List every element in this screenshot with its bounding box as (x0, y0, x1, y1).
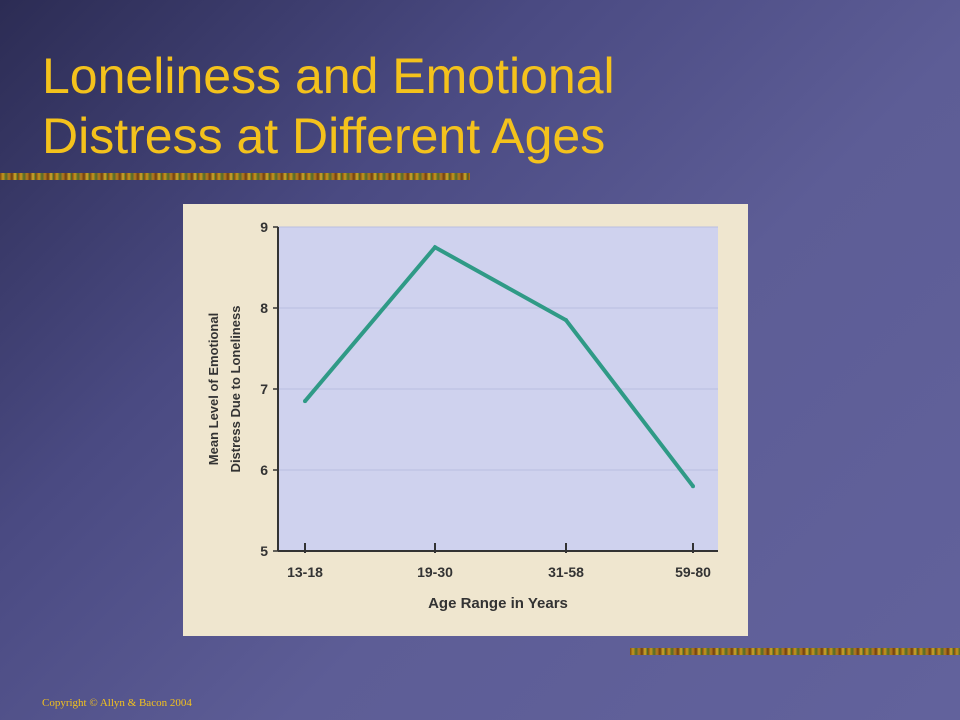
y-tick-label-5: 5 (260, 543, 268, 559)
y-tick-label-8: 8 (260, 300, 268, 316)
y-tick-label-6: 6 (260, 462, 268, 478)
data-point-59-80 (691, 484, 695, 489)
series-line (303, 244, 695, 488)
copyright-text: Copyright © Allyn & Bacon 2004 (42, 697, 192, 709)
y-axis-label-line-2: Distress Due to Loneliness (228, 306, 243, 473)
slide-title: Loneliness and Emotional Distress at Dif… (42, 46, 615, 166)
data-point-13-18 (303, 399, 307, 404)
y-axis-label-line-1: Mean Level of Emotional (206, 313, 221, 465)
chart-figure: 5 6 7 8 9 13-18 19-30 31-58 59-80 Age Range in Ye… (183, 204, 748, 636)
x-axis-label: Age Range in Years (428, 595, 568, 612)
data-point-19-30 (433, 245, 437, 250)
slide-title-line-2: Distress at Different Ages (42, 108, 606, 164)
decorative-rule-bottom (630, 648, 960, 655)
x-tick-label-19-30: 19-30 (417, 564, 453, 580)
y-tick-label-9: 9 (260, 219, 268, 235)
decorative-rule-top (0, 173, 470, 180)
x-tick-label-13-18: 13-18 (287, 564, 323, 580)
y-tick-label-7: 7 (260, 381, 268, 397)
slide-title-line-1: Loneliness and Emotional (42, 48, 615, 104)
x-tick-label-31-58: 31-58 (548, 564, 584, 580)
line-chart: 5 6 7 8 9 13-18 19-30 31-58 59-80 Age Range in Ye… (206, 219, 718, 612)
x-tick-label-59-80: 59-80 (675, 564, 711, 580)
data-point-31-58 (564, 318, 568, 323)
